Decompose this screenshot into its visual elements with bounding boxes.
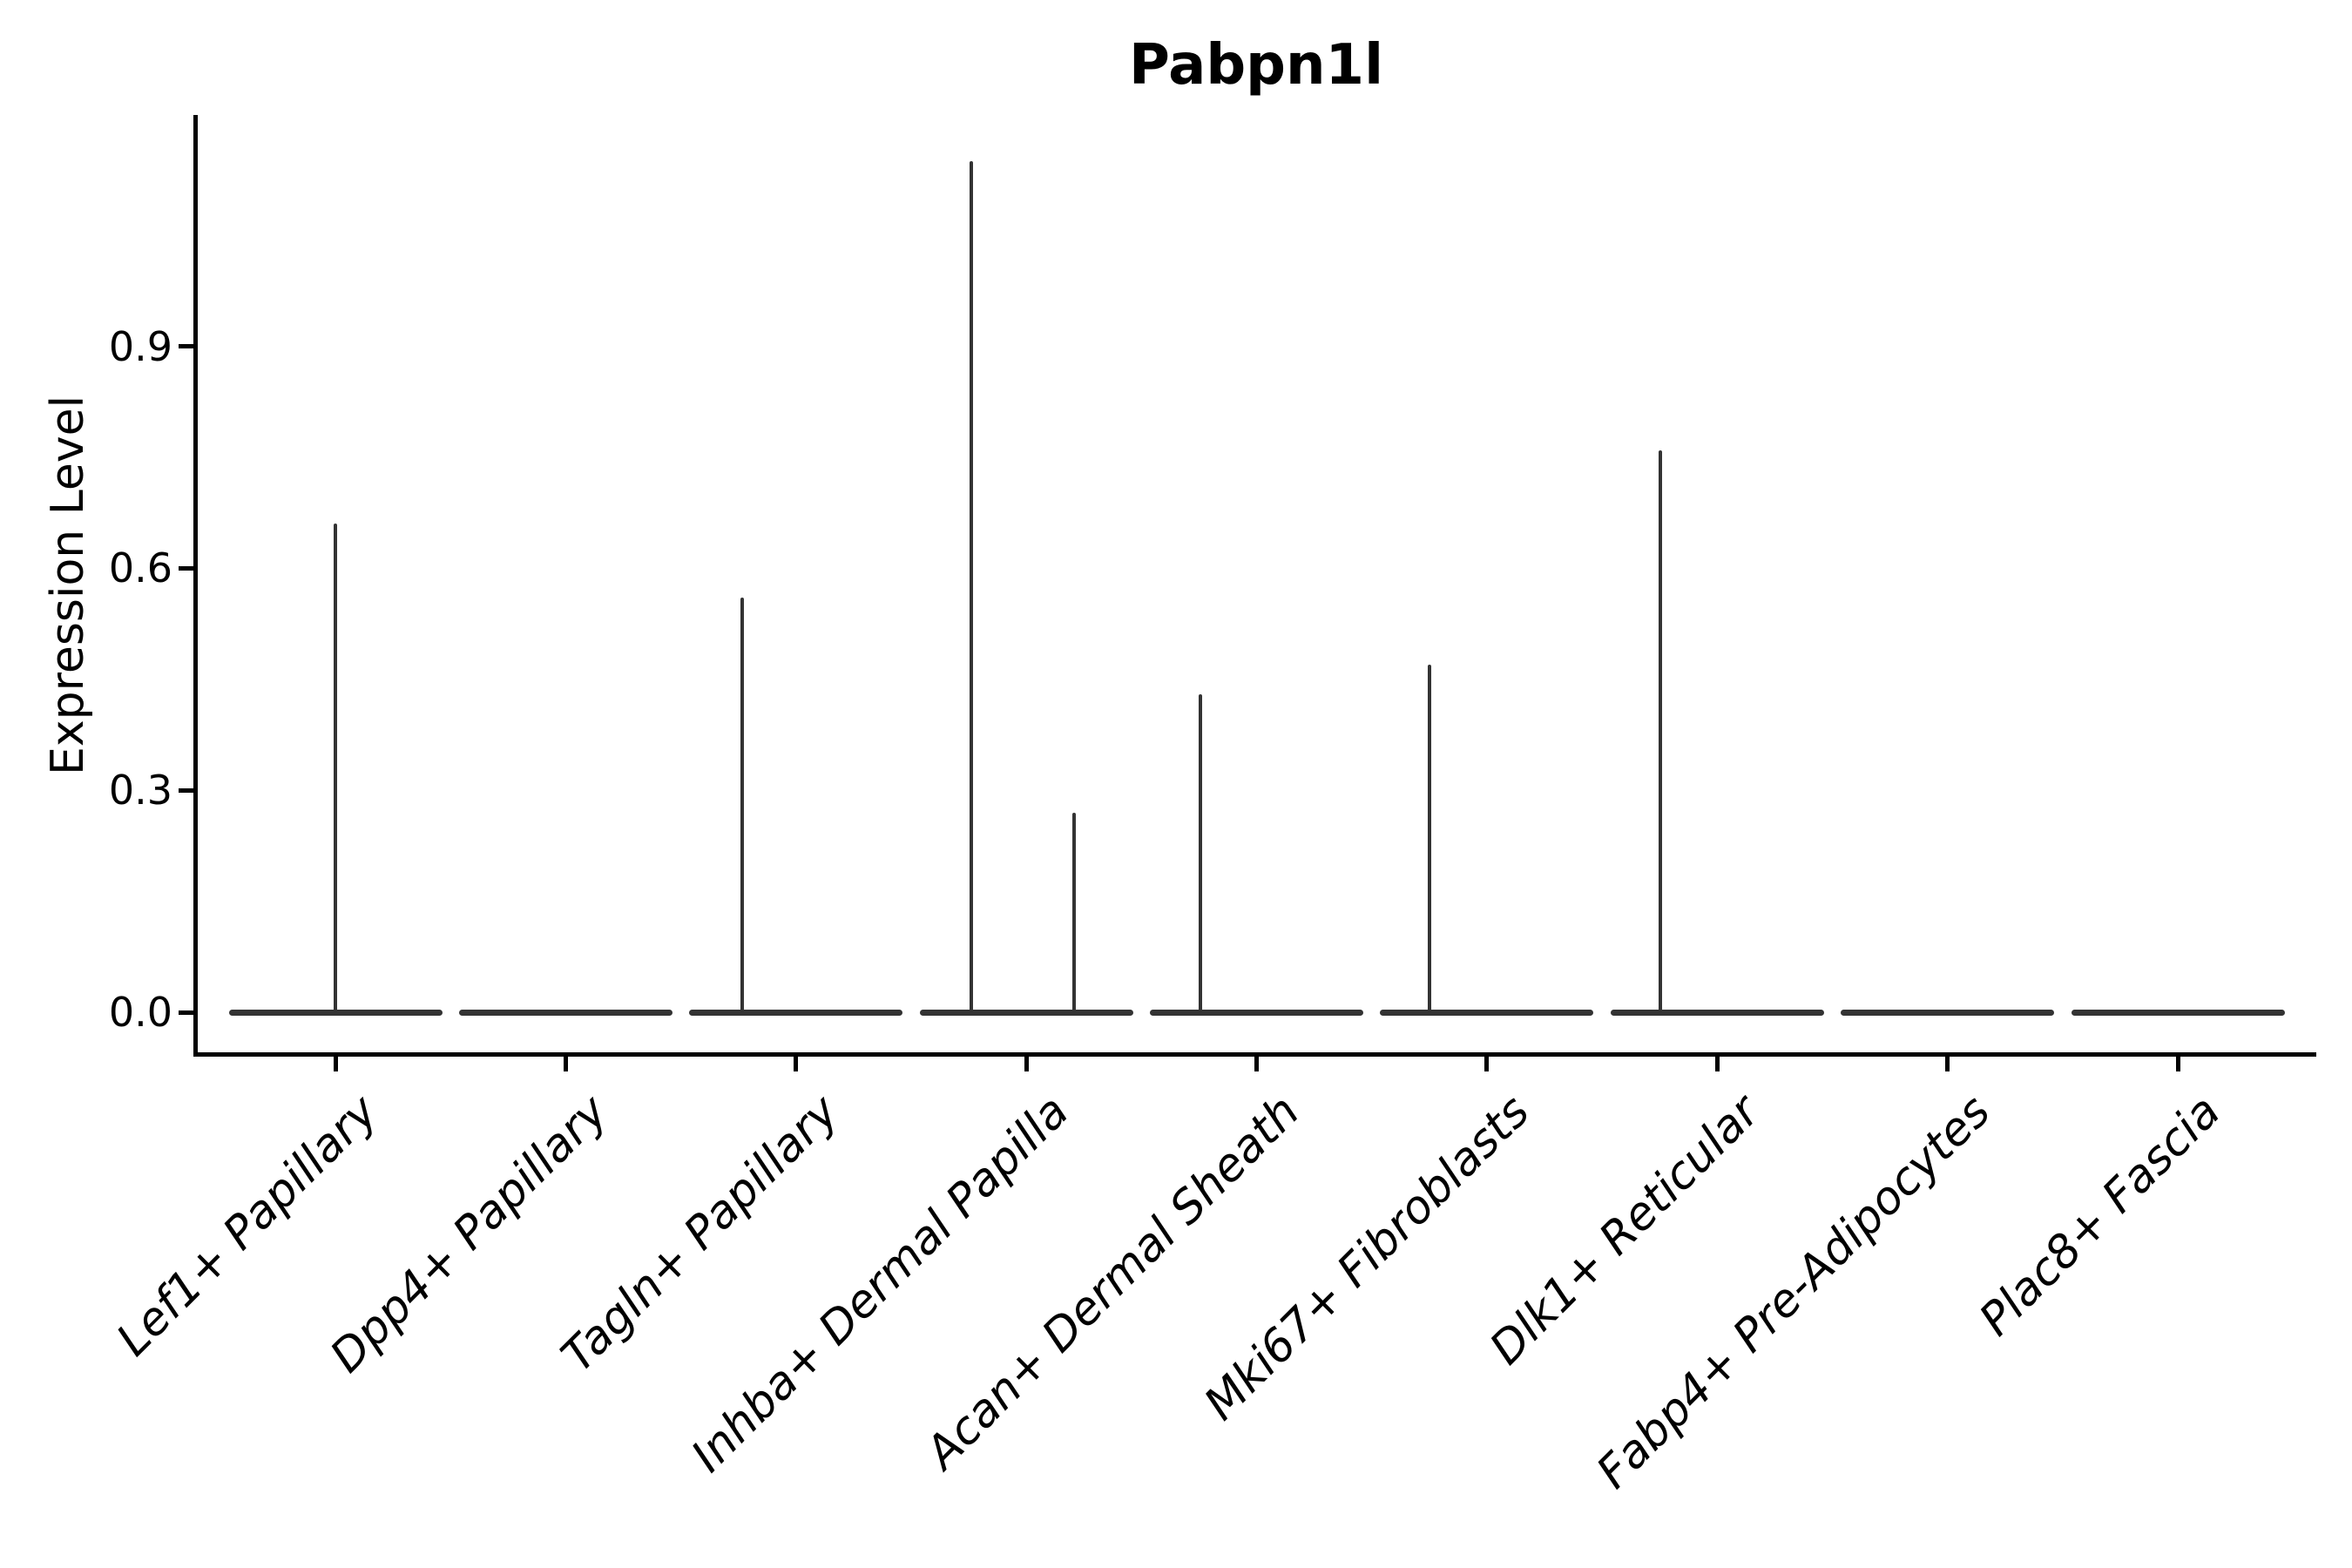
x-tick-label-text: Plac8+ Fascia [1970, 1085, 2231, 1347]
violin-base [1841, 1009, 2055, 1016]
y-tick-mark [179, 787, 193, 793]
x-tick-mark [333, 1057, 338, 1071]
violin-spike [970, 161, 974, 1014]
y-tick-label: 0.3 [108, 767, 172, 814]
y-tick-mark [179, 344, 193, 349]
violin-spike [334, 524, 337, 1014]
violin-base [1380, 1009, 1594, 1016]
violin-base [1150, 1009, 1363, 1016]
x-tick-mark [563, 1057, 568, 1071]
x-tick-mark [1945, 1057, 1950, 1071]
x-tick-label-text: Fabp4+ Pre-Adipocytes [1586, 1085, 2001, 1499]
x-tick-label-text: Acan+ Dermal Sheath [915, 1085, 1309, 1479]
y-tick-label: 0.9 [108, 322, 172, 370]
chart-title: Pabpn1l [1128, 33, 1384, 98]
violin-spike [1659, 449, 1663, 1014]
y-axis-line [193, 115, 198, 1057]
violin-base [1610, 1009, 1824, 1016]
x-tick-label-text: Inhba+ Dermal Papilla [681, 1085, 1079, 1483]
y-tick-mark [179, 1010, 193, 1015]
violin-spike [1198, 693, 1202, 1014]
x-axis-line [193, 1052, 2316, 1057]
x-tick-mark [1714, 1057, 1720, 1071]
violin-base [458, 1009, 672, 1016]
violin-spike [1427, 664, 1431, 1014]
violin-base [689, 1009, 903, 1016]
x-tick-mark [794, 1057, 799, 1071]
y-tick-label: 0.6 [108, 544, 172, 592]
y-tick-label: 0.0 [108, 989, 172, 1036]
violin-spike [1072, 812, 1077, 1014]
y-tick-mark [179, 565, 193, 571]
violin-base [919, 1009, 1133, 1016]
violin-spike [740, 598, 744, 1014]
violin-base [2071, 1009, 2285, 1016]
x-tick-mark [1254, 1057, 1259, 1071]
x-tick-mark [1484, 1057, 1490, 1071]
x-tick-mark [2175, 1057, 2180, 1071]
x-tick-mark [1024, 1057, 1029, 1071]
